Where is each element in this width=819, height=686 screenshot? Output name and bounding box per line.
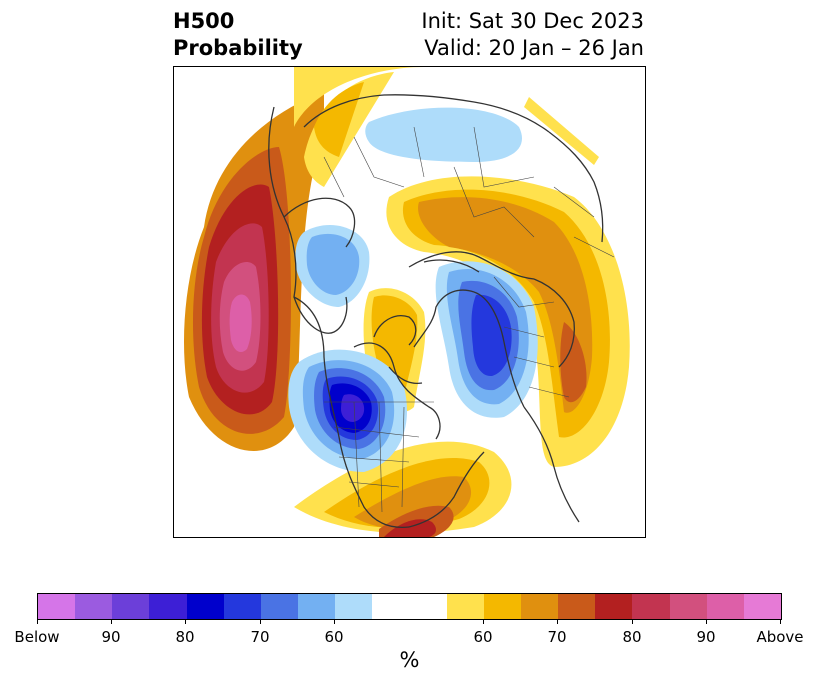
colorbar-above-segment: [521, 594, 559, 619]
colorbar-above-segment: [483, 594, 522, 619]
anomaly-alaska-trough: [295, 224, 370, 307]
colorbar-above-segment: [558, 594, 596, 619]
colorbar-tickmark: [111, 619, 112, 624]
colorbar-above-segment: [706, 594, 744, 619]
colorbar-below-segment: [335, 594, 373, 619]
anomaly-scandinavia-streak: [524, 97, 599, 165]
colorbar-tick-label: 80: [175, 628, 195, 646]
anomaly-western-canada-trough: [288, 349, 408, 472]
colorbar-below-segment: [260, 594, 299, 619]
colorbar-below-segment: [38, 594, 76, 619]
probability-colorbar: [37, 593, 782, 620]
colorbar-tickmark: [185, 619, 186, 624]
title-variable: H500: [173, 9, 235, 33]
anomaly-eurasia-ridge: [386, 176, 630, 467]
colorbar-below-segment: [186, 594, 224, 619]
colorbar-above-segment: [632, 594, 670, 619]
colorbar-tick-label: 70: [250, 628, 270, 646]
colorbar-tickmark: [557, 619, 558, 624]
colorbar-tickmark: [706, 619, 707, 624]
forecast-dates: Init: Sat 30 Dec 2023 Valid: 20 Jan – 26…: [421, 8, 644, 62]
anomaly-southeast-ridge: [294, 441, 512, 537]
colorbar-tick-label: 60: [473, 628, 493, 646]
colorbar-tickmark: [334, 619, 335, 624]
colorbar-tick-label: Above: [756, 628, 804, 646]
anomaly-europe-trough: [435, 261, 538, 418]
colorbar-below-segment: [223, 594, 261, 619]
valid-range-label: Valid: 20 Jan – 26 Jan: [424, 36, 644, 60]
chart-title: H500 Probability: [173, 8, 303, 62]
map-canvas: [184, 67, 630, 537]
colorbar-tick-label: 80: [622, 628, 642, 646]
colorbar-above-segment: [595, 594, 633, 619]
polar-stereographic-map: [173, 66, 646, 538]
init-date-label: Init: Sat 30 Dec 2023: [421, 9, 644, 33]
colorbar-tickmark: [37, 619, 38, 624]
colorbar-tick-label: 70: [547, 628, 567, 646]
colorbar-tickmark: [632, 619, 633, 624]
colorbar-tickmark: [260, 619, 261, 624]
title-product: Probability: [173, 36, 303, 60]
colorbar-tickmark: [780, 619, 781, 624]
anomaly-north-pacific-ridge: [184, 92, 324, 451]
colorbar-above-segment: [743, 594, 782, 619]
colorbar-neutral-segment: [372, 594, 447, 619]
colorbar-below-segment: [75, 594, 113, 619]
colorbar-tick-label: 60: [324, 628, 344, 646]
colorbar-tickmark: [483, 619, 484, 624]
anomaly-siberia-trough: [365, 107, 522, 162]
colorbar-above-segment: [669, 594, 707, 619]
coastlines: [268, 94, 604, 528]
colorbar-tick-label: 90: [101, 628, 121, 646]
colorbar-unit-label: %: [399, 648, 420, 672]
colorbar-above-segment: [446, 594, 484, 619]
colorbar-below-segment: [149, 594, 187, 619]
colorbar-tick-label: 90: [696, 628, 716, 646]
colorbar-tick-label: Below: [14, 628, 60, 646]
colorbar-below-segment: [112, 594, 150, 619]
colorbar-below-segment: [298, 594, 336, 619]
political-borders: [323, 126, 615, 513]
